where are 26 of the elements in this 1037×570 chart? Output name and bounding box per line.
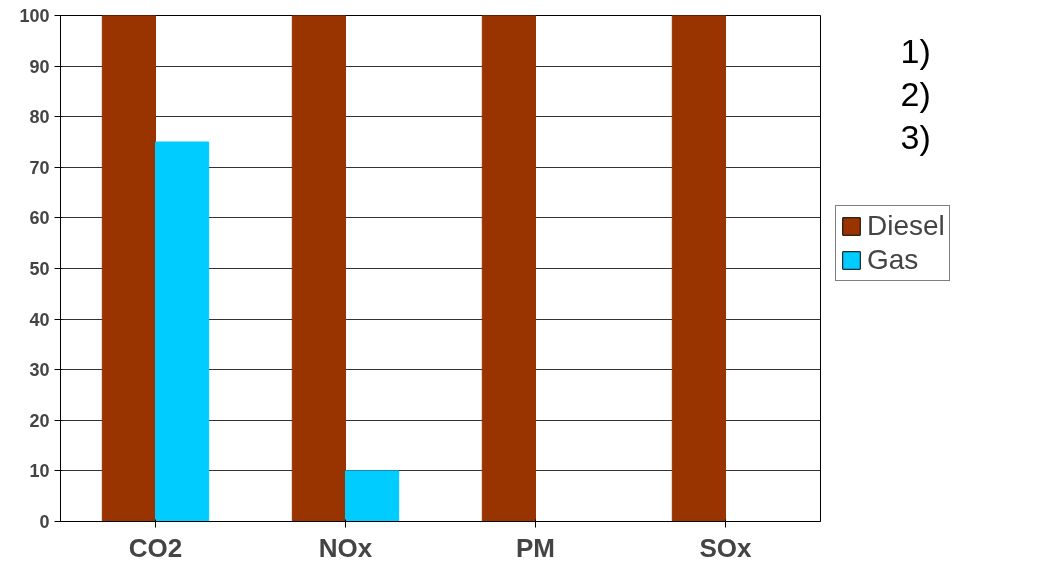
text: 3) xyxy=(900,117,931,156)
bar xyxy=(291,15,346,522)
y-tick-label: 70 xyxy=(29,157,50,178)
y-tick-label: 20 xyxy=(29,410,50,431)
y-tick-label: 60 xyxy=(29,208,50,229)
x-tick-label: SOx xyxy=(699,532,753,563)
y-tick-label: 0 xyxy=(39,512,50,532)
y-tick-label: 30 xyxy=(29,360,50,381)
y-tick-label: 10 xyxy=(29,461,50,482)
y-tick-label: 90 xyxy=(29,56,50,77)
x-tick-label: CO2 xyxy=(128,532,183,563)
legend-label: Gas xyxy=(867,244,919,276)
bar xyxy=(345,470,400,522)
y-tick-label: 40 xyxy=(29,309,50,330)
legend-label: Diesel xyxy=(867,210,945,242)
bar xyxy=(155,141,210,522)
y-tick-label: 50 xyxy=(29,259,50,279)
y-tick-label: 80 xyxy=(29,107,50,128)
x-tick-label: PM xyxy=(516,532,555,563)
bar xyxy=(671,15,726,522)
text: 1) xyxy=(900,31,931,70)
bar xyxy=(481,15,536,522)
text: 2) xyxy=(900,74,931,113)
x-tick-label: NOx xyxy=(318,532,373,563)
y-tick-label: 100 xyxy=(19,6,50,26)
bar xyxy=(101,15,156,522)
